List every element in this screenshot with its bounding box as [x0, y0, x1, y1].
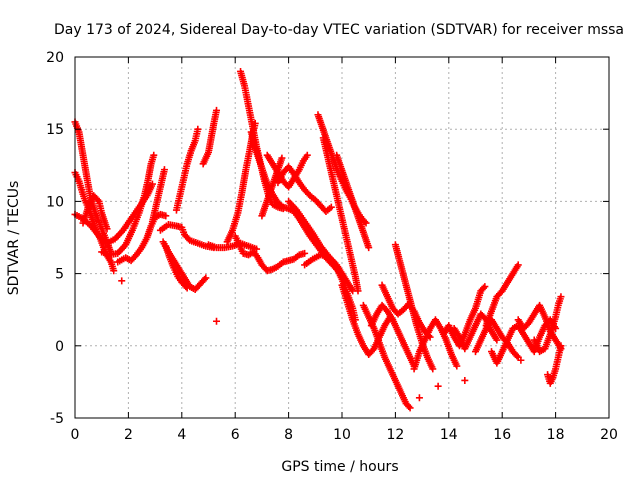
x-tick-label: 20: [600, 427, 618, 443]
series-track-12: [199, 106, 221, 168]
x-axis-title: GPS time / hours: [281, 459, 398, 475]
y-tick-label: 10: [46, 194, 64, 210]
series-track-10: [162, 242, 191, 292]
series-track-28: [367, 301, 418, 370]
series-track-04: [98, 151, 158, 259]
data-point: [406, 404, 414, 412]
data-point: [415, 394, 423, 402]
y-tick-label: 0: [55, 339, 64, 355]
x-tick-label: 12: [386, 427, 404, 443]
x-tick-label: 0: [71, 427, 80, 443]
data-point: [493, 336, 501, 344]
data-point: [517, 356, 525, 364]
data-point: [213, 106, 221, 114]
series-track-24: [319, 134, 362, 295]
data-point: [434, 382, 442, 390]
data-point: [453, 362, 461, 370]
data-point: [354, 287, 362, 295]
data-point: [362, 219, 370, 227]
series-track-07: [148, 166, 168, 226]
y-tick-label: -5: [50, 411, 64, 427]
series-track-06: [114, 210, 170, 266]
data-point: [513, 352, 521, 360]
x-tick-label: 18: [547, 427, 565, 443]
series-track-25: [333, 151, 373, 252]
x-tick-label: 4: [177, 427, 186, 443]
x-tick-label: 16: [493, 427, 511, 443]
data-point: [303, 151, 311, 159]
x-tick-label: 8: [284, 427, 293, 443]
x-tick-label: 2: [124, 427, 133, 443]
data-point: [405, 402, 413, 410]
data-point: [213, 317, 221, 325]
data-point: [162, 212, 170, 220]
data-point: [481, 283, 489, 291]
data-point: [429, 365, 437, 373]
series-track-15: [231, 232, 309, 275]
data-point: [182, 283, 190, 291]
y-tick-label: 5: [55, 267, 64, 283]
data-point: [557, 293, 565, 301]
data-point: [94, 196, 102, 204]
plot-frame: [74, 56, 610, 419]
series-track-01: [71, 169, 118, 275]
series-track-11: [172, 125, 202, 214]
series-track-38: [530, 293, 565, 356]
y-axis-title: SDTVAR / TECUs: [6, 181, 22, 296]
series-track-30: [378, 281, 434, 341]
x-tick-label: 14: [440, 427, 458, 443]
data-point: [103, 225, 111, 233]
series-track-31: [410, 316, 461, 373]
axes: 0 2 4 6 8 10 12 14 16 18 20 -5 0 5 10 15 20: [46, 50, 618, 443]
data-point: [365, 244, 373, 252]
data-point: [202, 274, 210, 282]
data-point: [301, 249, 309, 257]
series-track-27: [359, 301, 414, 412]
data-point: [194, 125, 202, 133]
data-point: [150, 151, 158, 159]
y-tick-label: 20: [46, 50, 64, 66]
data-point: [160, 166, 168, 174]
series-track-20: [274, 163, 335, 216]
data-point: [480, 284, 488, 292]
series-isolated: [118, 277, 525, 402]
data-point: [327, 203, 335, 211]
chart-title: Day 173 of 2024, Sidereal Day-to-day VTE…: [54, 22, 624, 38]
grid-lines: [75, 57, 609, 418]
x-tick-label: 10: [333, 427, 351, 443]
series-track-39: [544, 342, 565, 387]
series-track-05: [79, 192, 111, 233]
data-marks: [71, 67, 565, 412]
data-point: [361, 218, 369, 226]
data-point: [118, 277, 126, 285]
x-tick-label: 6: [231, 427, 240, 443]
data-point: [200, 275, 208, 283]
series-track-35: [482, 261, 522, 330]
data-point: [461, 376, 469, 384]
data-point: [183, 284, 191, 292]
data-point: [278, 154, 286, 162]
data-point: [514, 261, 522, 269]
data-point: [110, 267, 118, 275]
data-point: [557, 342, 565, 350]
y-tick-label: 15: [46, 122, 64, 138]
